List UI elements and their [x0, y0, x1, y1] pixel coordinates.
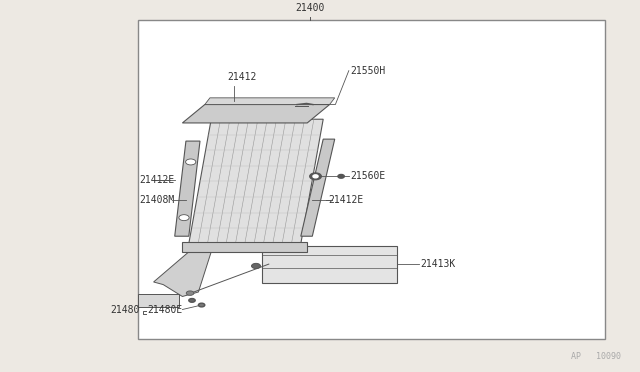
Circle shape: [310, 173, 321, 180]
Polygon shape: [189, 119, 323, 244]
Polygon shape: [182, 242, 307, 252]
Circle shape: [186, 291, 194, 295]
Text: 21480E: 21480E: [147, 305, 182, 314]
Circle shape: [198, 303, 205, 307]
Circle shape: [179, 215, 189, 221]
Text: 21550H: 21550H: [350, 66, 385, 76]
Bar: [262, 246, 397, 283]
Circle shape: [313, 175, 318, 178]
Text: 21412E: 21412E: [140, 175, 175, 185]
Text: 21400: 21400: [296, 3, 325, 13]
Text: 21480: 21480: [110, 305, 140, 314]
Polygon shape: [175, 141, 200, 236]
Polygon shape: [205, 98, 335, 105]
Polygon shape: [182, 105, 330, 123]
Circle shape: [338, 174, 344, 178]
Polygon shape: [154, 252, 211, 296]
Text: 21412: 21412: [227, 72, 257, 82]
Circle shape: [186, 159, 196, 165]
Text: 21413K: 21413K: [420, 259, 456, 269]
Bar: [138, 20, 605, 339]
Text: 21408M: 21408M: [140, 195, 175, 205]
Polygon shape: [301, 139, 335, 236]
Text: 21412E: 21412E: [328, 195, 364, 205]
Circle shape: [189, 298, 195, 302]
Bar: [138, 294, 179, 307]
Circle shape: [252, 263, 260, 269]
Text: 21560E: 21560E: [350, 171, 385, 181]
Text: AP   10090: AP 10090: [571, 352, 621, 361]
